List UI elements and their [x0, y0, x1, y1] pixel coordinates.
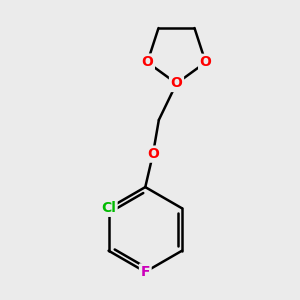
Text: O: O — [200, 55, 212, 69]
Text: O: O — [147, 147, 159, 161]
Text: O: O — [141, 55, 153, 69]
Text: O: O — [171, 76, 182, 91]
Text: O: O — [141, 55, 153, 69]
Text: F: F — [140, 265, 150, 279]
Text: Cl: Cl — [101, 201, 116, 215]
